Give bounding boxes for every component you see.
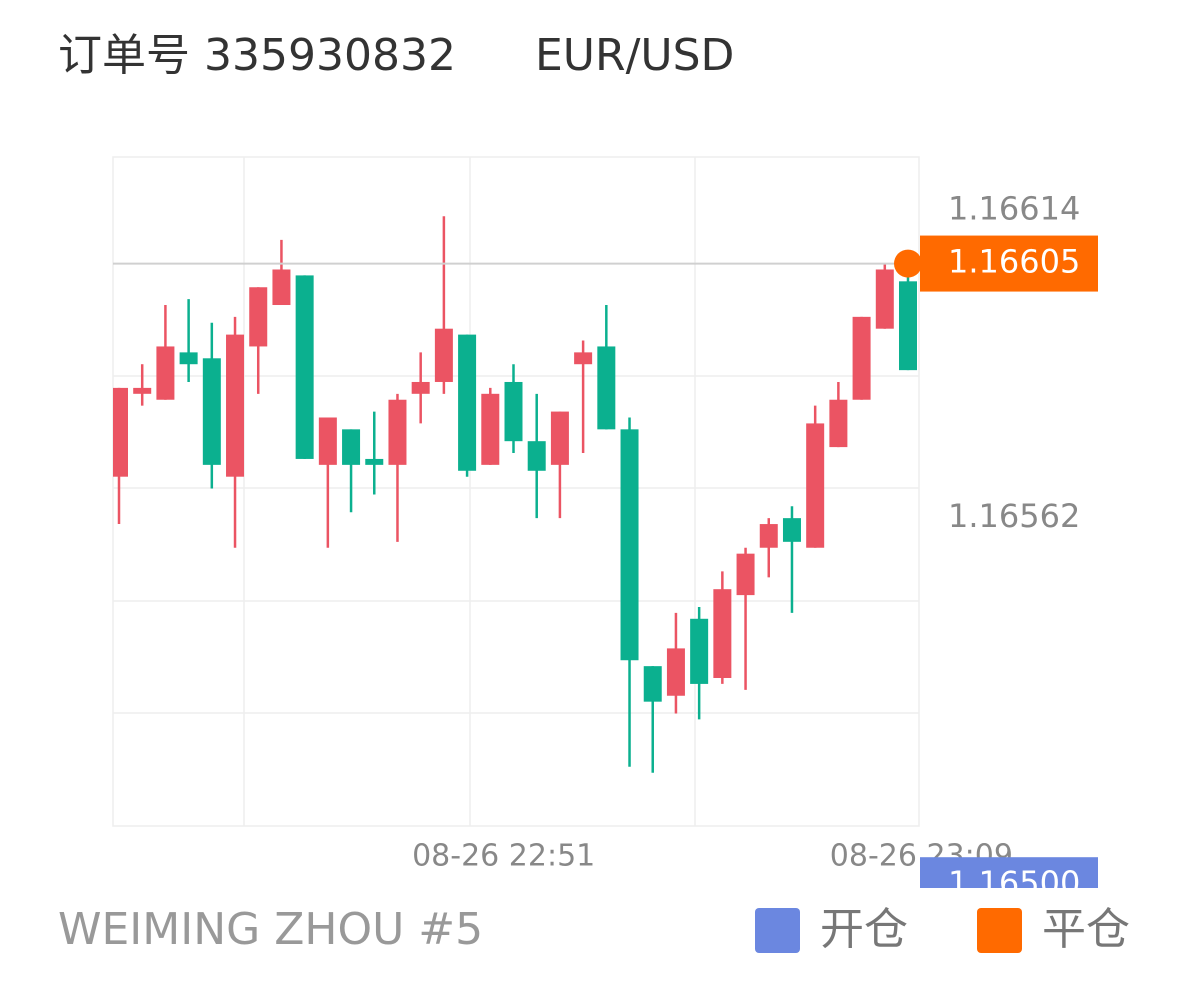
candle-body [806,423,825,548]
candle-body [550,411,569,465]
candle-body [759,524,778,548]
candle-body [133,387,152,394]
price-tag [920,857,1098,888]
candle-body [736,553,755,596]
legend-label: 开仓 [820,904,908,955]
candle-body [179,352,198,365]
candle-body [113,387,128,477]
price-tag [920,235,1098,292]
plot-frame [112,156,920,827]
legend: 开仓 平仓 [755,904,1130,955]
plot [113,216,917,773]
legend-swatch [977,908,1022,953]
candle-body [690,618,709,684]
order-title: 订单号 335930832 [58,30,456,81]
candle-body [620,429,639,661]
candle-body [875,269,894,329]
candle-body [643,666,662,702]
legend-swatch [755,908,800,953]
price-markers: 1.16500 1.16605 [113,235,1098,902]
candle-body [272,269,291,306]
candle-body [434,328,453,382]
candle-body [226,334,245,477]
candle-body [782,518,801,542]
candle-body [202,358,221,465]
candle-body [713,589,732,678]
candle-body [411,381,430,394]
legend-label: 平仓 [1042,904,1130,955]
price-tag-label: 1.16605 [948,243,1080,281]
candle-body [249,287,268,347]
candle-body [318,417,337,465]
candle-body [295,275,314,459]
candle-body [342,429,361,465]
price-dot [894,249,922,278]
account-label: WEIMING ZHOU #5 [58,904,483,955]
candle-body [597,346,616,430]
candle-body [388,399,407,465]
candle-body [481,393,500,465]
y-tick-label: 1.16614 [948,189,1080,227]
candle-body [365,458,384,465]
symbol: EUR/USD [535,30,734,81]
candle-body [156,346,175,400]
candle-body [527,441,546,471]
candle-body [899,281,917,371]
candle-body [829,399,848,448]
candle-body [458,334,477,471]
grid [113,157,919,826]
candle-body [666,648,685,696]
x-tick-label: 08-26 22:51 [412,839,595,874]
candle-body [574,352,593,365]
candle-body [852,316,871,400]
candle-body [504,381,523,442]
y-tick-label: 1.16562 [948,497,1080,535]
price-tag-label: 1.16500 [948,864,1080,902]
